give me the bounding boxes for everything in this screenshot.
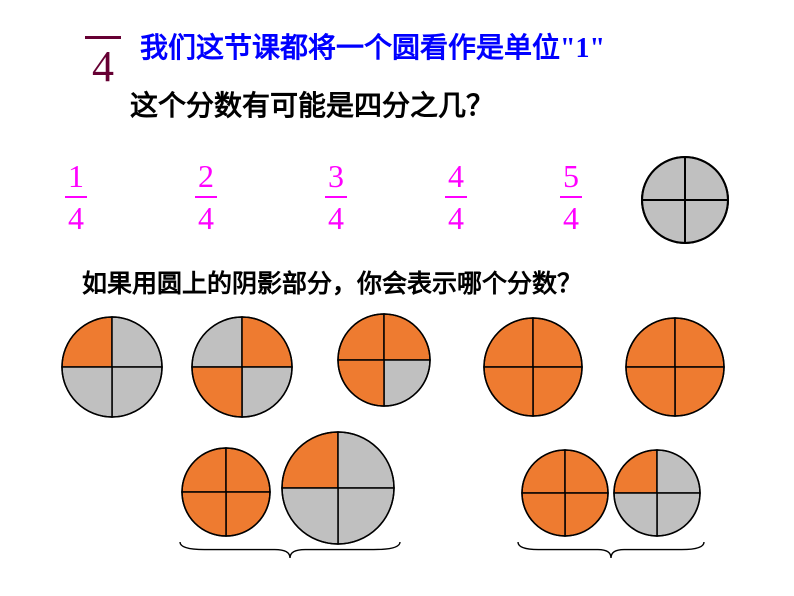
pie-circle-b2 xyxy=(280,430,396,546)
curly-brace-2 xyxy=(516,540,706,562)
fraction-denominator: 4 xyxy=(560,202,582,234)
quadrant-0 xyxy=(282,432,338,488)
quadrant-2 xyxy=(338,488,394,544)
fraction-denominator: 4 xyxy=(65,202,87,234)
curly-brace-1 xyxy=(178,540,402,562)
fraction-numerator: 3 xyxy=(325,160,347,192)
pie-circle-b4 xyxy=(612,448,702,538)
fraction-bar xyxy=(445,196,467,198)
pie-circle-b1 xyxy=(180,446,272,538)
quadrant-3 xyxy=(282,488,338,544)
fraction-denominator: 4 xyxy=(325,202,347,234)
quadrant-1 xyxy=(338,432,394,488)
pie-circle-c4 xyxy=(482,316,584,418)
fraction-denominator: 4 xyxy=(195,202,217,234)
fraction-numerator: 5 xyxy=(560,160,582,192)
pie-circle-c3 xyxy=(336,312,432,408)
question-2: 如果用圆上的阴影部分，你会表示哪个分数？ xyxy=(82,264,582,300)
fraction-5-4: 54 xyxy=(560,160,582,234)
fraction-4-4: 44 xyxy=(445,160,467,234)
fraction-numerator: 1 xyxy=(65,160,87,192)
fraction-2-4: 24 xyxy=(195,160,217,234)
fraction-3-4: 34 xyxy=(325,160,347,234)
fraction-1-4: 14 xyxy=(65,160,87,234)
brace-path xyxy=(518,542,704,558)
title-line-2: 这个分数有可能是四分之几？ xyxy=(130,84,494,124)
fraction-bar xyxy=(65,196,87,198)
fraction-bar xyxy=(85,36,121,39)
fraction-numerator: 4 xyxy=(445,160,467,192)
pie-circle-c2 xyxy=(190,315,294,419)
title-line-1: 我们这节课都将一个圆看作是单位"1" xyxy=(140,26,605,66)
fraction-bar xyxy=(195,196,217,198)
pie-circle-b3 xyxy=(520,448,610,538)
big-fraction: 4 xyxy=(85,30,121,89)
pie-circle-c1 xyxy=(60,315,164,419)
pie-circle-c5 xyxy=(624,316,726,418)
big-fraction-denominator: 4 xyxy=(85,45,121,89)
fraction-bar xyxy=(560,196,582,198)
fraction-numerator: 2 xyxy=(195,160,217,192)
fraction-bar xyxy=(325,196,347,198)
fraction-denominator: 4 xyxy=(445,202,467,234)
pie-circle-ref xyxy=(640,155,730,245)
brace-path xyxy=(180,542,400,558)
